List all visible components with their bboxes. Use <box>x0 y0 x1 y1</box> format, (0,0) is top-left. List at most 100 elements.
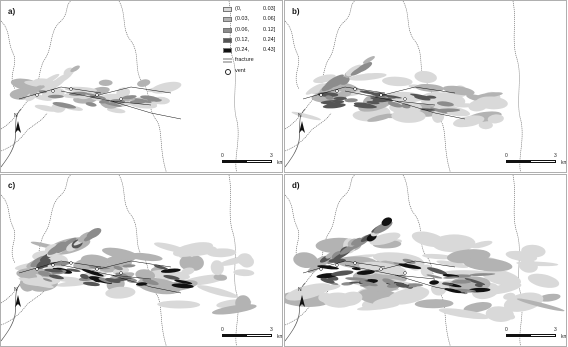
flow-channel <box>80 273 89 280</box>
legend-swatch <box>223 48 232 54</box>
flow-channel <box>382 278 395 285</box>
north-label: N <box>298 287 302 293</box>
flow-patch <box>98 79 113 87</box>
legend-row: (0.24, 0.43] <box>223 46 282 56</box>
flow-channel <box>82 281 100 287</box>
flow-patch <box>432 234 476 253</box>
legend-low: (0.03, <box>235 16 250 23</box>
flow-channel <box>398 263 422 270</box>
flow-channel <box>66 268 81 272</box>
legend-swatch <box>223 37 232 43</box>
flow-channel <box>81 268 104 277</box>
boundary-line <box>285 1 356 130</box>
vent-marker <box>319 267 323 271</box>
flow-channel <box>133 98 152 103</box>
scale-start: 0 <box>505 153 508 159</box>
flow-channel <box>90 94 106 100</box>
boundary-line <box>1 286 48 326</box>
flow-patch <box>197 285 239 298</box>
vent-marker <box>95 93 99 97</box>
vent-marker <box>69 261 73 265</box>
flow-channel <box>52 102 77 109</box>
fracture-icon <box>223 59 232 63</box>
lava-flow-map <box>285 1 523 172</box>
flow-field <box>14 227 257 315</box>
scale-unit: km <box>277 334 282 340</box>
vent-marker <box>335 263 339 267</box>
flow-channel <box>474 283 483 288</box>
legend-row: (0.12, 0.24] <box>223 36 282 46</box>
flow-patch <box>325 74 344 87</box>
flow-patch <box>348 72 387 81</box>
vent-marker <box>379 93 383 97</box>
north-arrow-icon: N <box>14 287 21 309</box>
scale-unit: km <box>561 160 566 166</box>
flow-patch <box>357 303 399 311</box>
legend-row: (0.06, 0.12] <box>223 26 282 36</box>
legend-high: 0.24] <box>263 36 276 43</box>
flow-patch <box>414 70 437 84</box>
flow-patch <box>70 65 80 73</box>
scale-unit: km <box>277 160 282 166</box>
flow-channel <box>351 267 361 271</box>
fracture-line <box>110 100 182 120</box>
flow-channel <box>121 95 137 100</box>
flow-patch <box>339 76 350 85</box>
boundary-line <box>1 194 16 264</box>
fracture-line <box>18 86 102 100</box>
north-label: N <box>298 113 302 119</box>
boundary-line <box>1 112 48 152</box>
flow-patch <box>468 99 489 112</box>
flow-channel <box>452 279 472 284</box>
flow-patch <box>105 286 136 299</box>
flow-patch <box>538 293 561 302</box>
flow-patch <box>415 83 444 92</box>
map-panel-a: a)N03km(0,0.03](0.03,0.06](0.06,0.12](0.… <box>0 0 283 173</box>
vent-marker <box>51 263 55 267</box>
flow-patch <box>213 274 228 281</box>
flow-patch <box>369 232 401 246</box>
flow-channel <box>171 283 194 289</box>
panel-label: c) <box>8 181 16 190</box>
legend-row: (0.03, 0.06] <box>223 15 282 25</box>
flow-channel <box>320 277 335 284</box>
boundary-line <box>285 175 356 304</box>
flow-channel <box>142 278 159 286</box>
flow-channel <box>333 96 347 101</box>
flow-patch <box>24 80 51 88</box>
flow-field <box>285 217 565 322</box>
flow-channel <box>443 276 460 279</box>
fracture-line <box>394 100 466 120</box>
flow-channel <box>153 264 169 270</box>
flow-patch <box>56 278 101 287</box>
boundary-line <box>512 175 523 346</box>
map-panel-b: b) N 0 3 km <box>284 0 567 173</box>
flow-channel <box>105 277 121 284</box>
vent-marker <box>319 93 323 97</box>
flow-channel <box>436 108 461 113</box>
fracture-line <box>394 274 466 294</box>
flow-channel <box>402 258 416 264</box>
flow-patch <box>291 111 322 121</box>
flow-channel <box>48 274 64 280</box>
legend-row-vent: vent <box>223 67 282 77</box>
flow-patch <box>431 281 447 296</box>
flow-patch <box>463 301 492 313</box>
flow-channel <box>464 278 486 285</box>
flow-patch <box>436 260 469 268</box>
flow-channel <box>324 101 340 106</box>
flow-patch <box>219 255 251 266</box>
legend: (0, 0.03] (0.03, 0.06] (0.06, 0.12] (0.12, 0.24… <box>223 5 282 77</box>
flow-patch <box>362 56 375 64</box>
north-arrow-icon: N <box>298 287 305 309</box>
flow-channel <box>344 98 358 103</box>
fracture-line <box>110 274 182 294</box>
fracture-line <box>90 260 172 272</box>
flow-patch <box>137 79 151 87</box>
flow-channel <box>42 278 53 282</box>
flow-channel <box>85 102 97 107</box>
vent-marker <box>335 89 339 93</box>
vent-marker <box>35 267 39 271</box>
flow-patch <box>22 277 61 286</box>
flow-channel <box>371 92 388 97</box>
